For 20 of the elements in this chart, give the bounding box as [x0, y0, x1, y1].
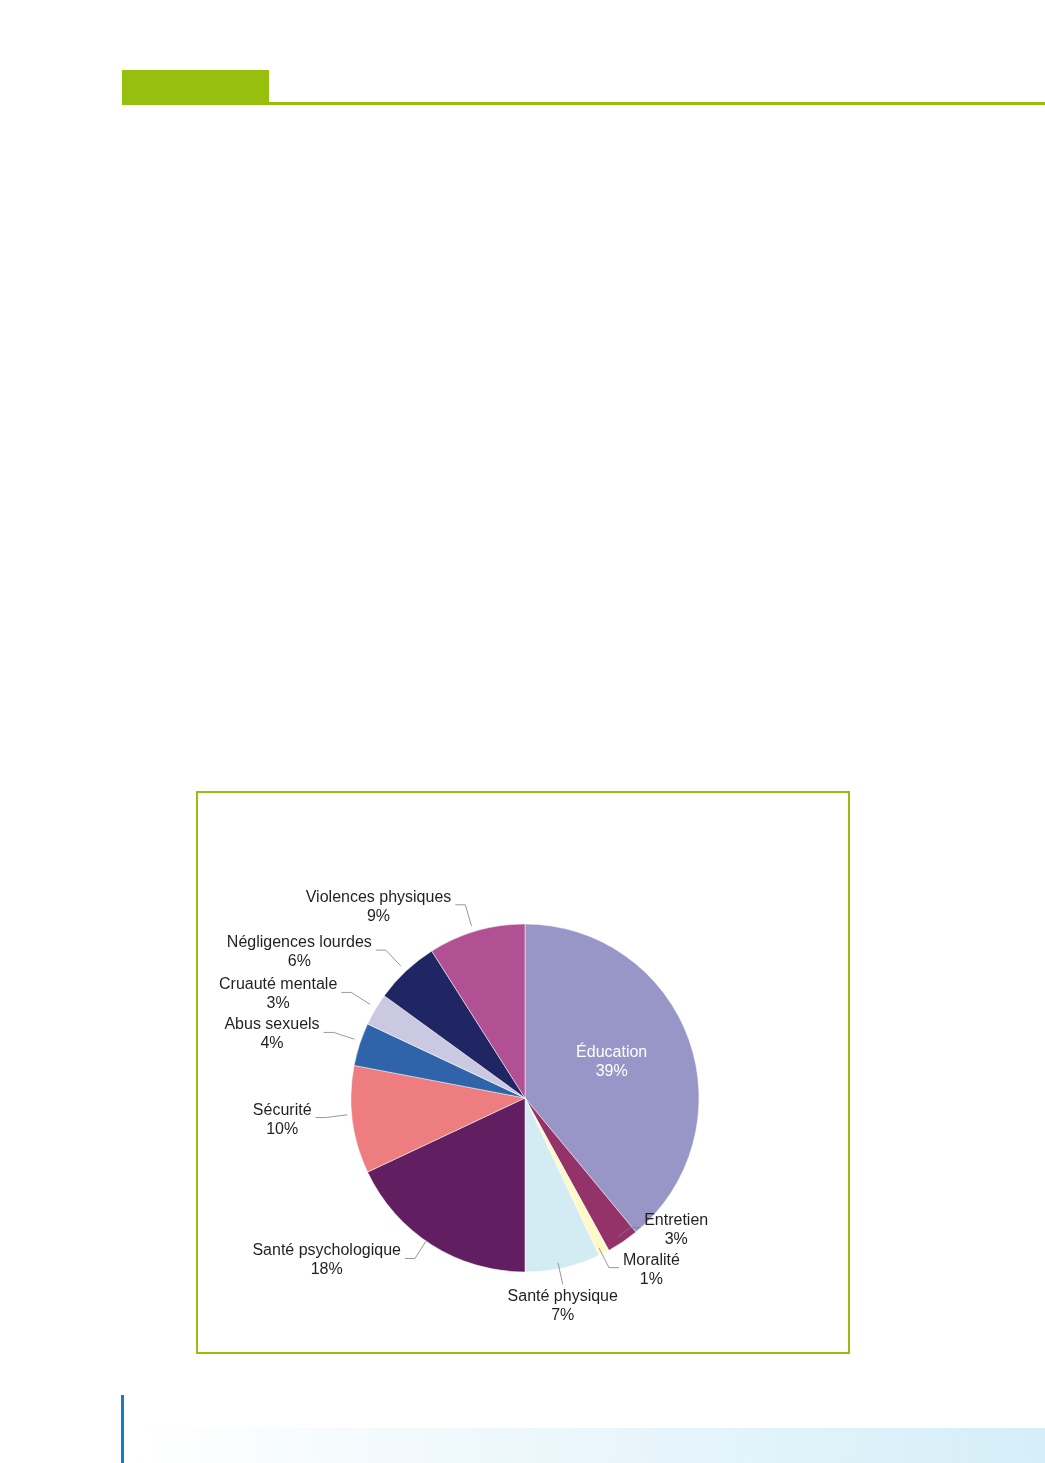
data-label: 7% — [551, 1306, 575, 1324]
data-label: 18% — [310, 1260, 343, 1278]
slice-label: Sécurité — [252, 1100, 312, 1118]
slice-label: Abus sexuels — [224, 1015, 320, 1033]
data-label: 10% — [266, 1119, 299, 1137]
data-label: 6% — [287, 952, 311, 970]
slice-label: Moralité — [622, 1250, 680, 1268]
data-label: 9% — [366, 906, 391, 924]
slice-label: Santé psychologique — [252, 1241, 402, 1259]
slice-label: Négligences lourdes — [226, 933, 372, 951]
data-label: 3% — [266, 994, 290, 1012]
slice-label: Éducation — [576, 1041, 648, 1060]
data-label: 3% — [664, 1229, 688, 1247]
slice-label: Entretien — [644, 1210, 709, 1228]
data-label: 39% — [595, 1061, 628, 1079]
slice-label: Santé physique — [507, 1287, 619, 1305]
slice-label: Violences physiques — [305, 887, 452, 905]
data-label: 4% — [260, 1034, 284, 1052]
data-label: 1% — [639, 1269, 663, 1287]
slice-label: Cruauté mentale — [219, 975, 338, 993]
